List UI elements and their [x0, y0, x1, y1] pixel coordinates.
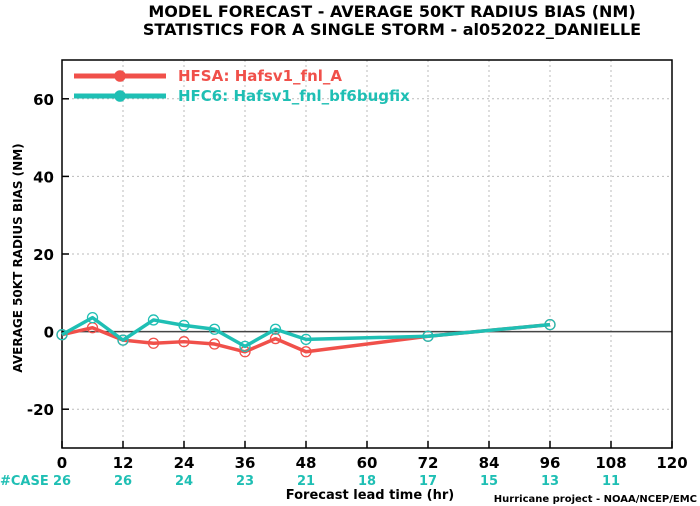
case-count-value: 15: [480, 474, 498, 489]
data-point-hfsa: [147, 337, 160, 349]
case-count-value: 26: [53, 474, 71, 489]
case-count-value: 24: [175, 474, 193, 489]
x-tick-label: 84: [479, 454, 500, 472]
data-point-hfsa: [300, 346, 312, 358]
case-count-value: 26: [114, 474, 132, 489]
case-count-value: 23: [236, 474, 254, 489]
legend: HFSA: Hafsv1_fnl_A HFC6: Hafsv1_fnl_bf6b…: [74, 67, 410, 105]
data-series: [56, 311, 556, 358]
case-count-value: 11: [602, 474, 620, 489]
y-tick-label: 60: [33, 91, 54, 109]
case-counts: 26 26 24 23 21 18 17 15 13 11: [53, 474, 620, 489]
x-tick-label: 72: [418, 454, 439, 472]
y-tick-label: 40: [33, 168, 54, 186]
data-point-hfc6: [208, 323, 221, 335]
x-tick-label: 108: [595, 454, 626, 472]
y-axis-label: AVERAGE 50KT RADIUS BIAS (NM): [11, 143, 25, 372]
series-line-hfsa: [61, 322, 551, 354]
data-point-hfc6: [300, 333, 312, 346]
data-point-hfc6: [56, 329, 68, 341]
case-count-value: 18: [358, 474, 376, 489]
case-count-value: 13: [541, 474, 559, 489]
legend-marker-hfc6: [114, 90, 126, 102]
axis-ticks: 0 12 24 36 48 60 72 84 96 108 120 -20 0 20 40 60: [27, 91, 688, 472]
data-point-hfc6: [86, 311, 99, 324]
data-point-hfc6: [422, 330, 434, 342]
case-count-value: 21: [297, 474, 315, 489]
chart-title-line-2: STATISTICS FOR A SINGLE STORM - al052022…: [143, 20, 641, 39]
x-tick-label: 48: [296, 454, 317, 472]
y-tick-label: 0: [44, 324, 54, 342]
chart-title-line-1: MODEL FORECAST - AVERAGE 50KT RADIUS BIA…: [148, 2, 635, 21]
x-tick-label: 0: [57, 454, 67, 472]
y-tick-label: -20: [27, 401, 54, 419]
case-count-value: 17: [419, 474, 437, 489]
series-line-hfc6: [61, 315, 551, 349]
data-point-hfc6: [147, 314, 160, 326]
x-axis-label: Forecast lead time (hr): [286, 488, 454, 503]
data-point-hfsa: [178, 336, 190, 348]
x-tick-label: 120: [656, 454, 687, 472]
data-point-hfc6: [544, 318, 556, 331]
legend-marker-hfsa: [114, 70, 126, 82]
data-point-hfc6: [178, 319, 190, 332]
x-tick-label: 60: [357, 454, 378, 472]
case-count-label: #CASE: [0, 474, 49, 489]
data-point-hfsa: [208, 338, 221, 350]
data-point-hfc6: [239, 340, 251, 352]
x-tick-label: 96: [540, 454, 561, 472]
credit-text: Hurricane project - NOAA/NCEP/EMC: [494, 494, 697, 505]
legend-label-hfc6: HFC6: Hafsv1_fnl_bf6bugfix: [178, 87, 410, 105]
x-tick-label: 24: [174, 454, 195, 472]
y-tick-label: 20: [33, 246, 54, 264]
data-point-hfc6: [117, 334, 129, 346]
x-tick-label: 36: [235, 454, 256, 472]
data-point-hfsa: [269, 332, 282, 345]
legend-label-hfsa: HFSA: Hafsv1_fnl_A: [178, 67, 342, 85]
grid-lines: [62, 60, 672, 448]
data-point-hfc6: [269, 323, 282, 335]
x-tick-label: 12: [113, 454, 134, 472]
